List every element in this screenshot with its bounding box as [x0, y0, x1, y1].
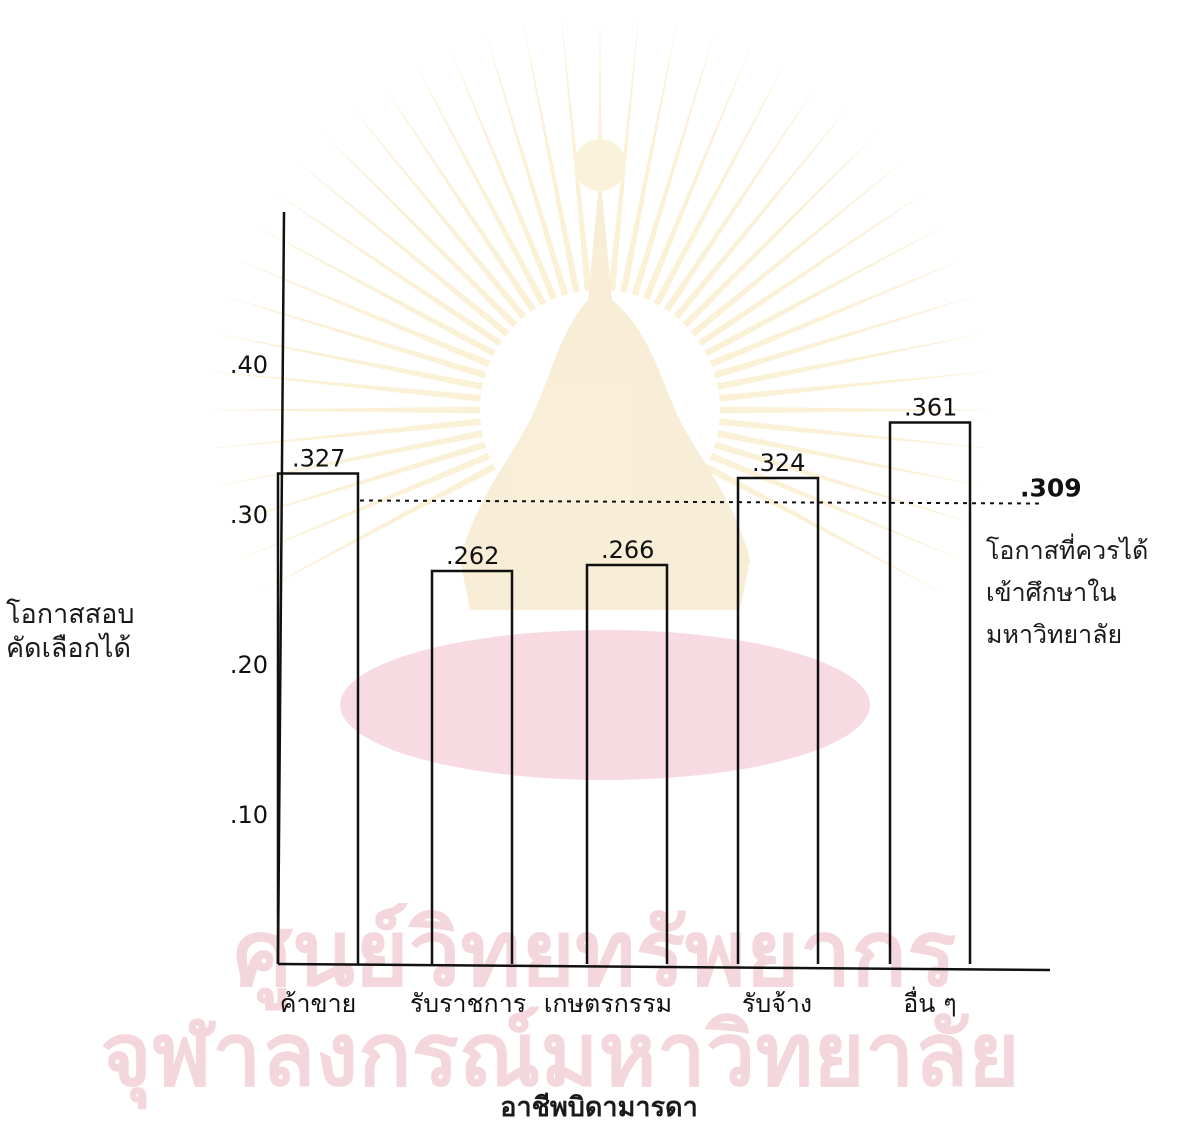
value-label-5: .361: [904, 394, 957, 422]
emblem-ray: [267, 187, 503, 347]
emblem-base-ellipse: [340, 630, 870, 780]
emblem-ray: [217, 441, 487, 527]
emblem-ray: [682, 127, 883, 328]
emblem-ray: [713, 293, 983, 379]
emblem-ray: [716, 331, 993, 390]
emblem-ray: [709, 256, 970, 368]
emblem-ray: [719, 370, 999, 402]
y-tick-label-3: .30: [230, 501, 268, 529]
y-tick-label-2: .20: [230, 651, 268, 679]
emblem-ray: [560, 11, 592, 291]
emblem-ray: [663, 77, 823, 313]
x-category-label-1: ค้าขาย: [280, 989, 357, 1018]
bar-4: [736, 476, 820, 964]
value-label-2: .262: [446, 542, 499, 570]
value-label-1: .327: [292, 445, 345, 473]
emblem-ray: [719, 406, 1000, 414]
emblem-ray: [247, 221, 496, 357]
emblem-ray: [200, 406, 481, 414]
x-category-label-4: รับจ้าง: [742, 989, 812, 1018]
y-tick-label-4: .40: [230, 351, 268, 379]
emblem-ray: [290, 156, 510, 337]
y-axis-label: โอกาสสอบ คัดเลือกได้: [6, 598, 135, 666]
emblem-ray: [719, 418, 999, 450]
emblem-ray: [608, 11, 640, 291]
emblem-ray: [207, 430, 484, 489]
y-ticks-group: .10 .20 .30 .40: [230, 351, 268, 829]
watermark-text-line-2: จุฬาลงกรณ์มหาวิทยาลัย: [100, 1003, 1020, 1110]
emblem-top-orb: [574, 139, 626, 191]
value-label-3: .266: [601, 536, 654, 564]
emblem-ray: [620, 17, 679, 294]
reference-line-label: .309: [1020, 474, 1082, 503]
reference-note-line-2: เข้าศึกษาใน: [986, 578, 1117, 607]
emblem-ray: [217, 293, 487, 379]
emblem-ray: [230, 256, 491, 368]
x-axis: [277, 962, 1051, 972]
x-axis-label: อาชีพบิดามารดา: [500, 1092, 698, 1123]
bar-5: [888, 421, 972, 964]
emblem-rays: [200, 10, 1000, 599]
y-axis-label-line-1: โอกาสสอบ: [6, 599, 135, 630]
emblem-ray: [483, 27, 569, 297]
watermark-text: ศูนย์วิทยทรัพยากร จุฬาลงกรณ์มหาวิทยาลัย: [100, 900, 1020, 1110]
bar-3: [585, 563, 669, 964]
emblem-ray: [201, 370, 481, 402]
emblem-ray: [697, 187, 933, 347]
emblem-ray: [317, 127, 518, 328]
x-category-label-3: เกษตรกรรม: [544, 989, 672, 1018]
emblem-ray: [377, 77, 537, 313]
emblem-ray: [653, 57, 789, 306]
emblem-ray: [230, 452, 491, 564]
x-category-label-5: อื่น ๆ: [903, 986, 956, 1018]
emblem-ray: [690, 156, 910, 337]
bar-1: [276, 472, 360, 964]
reference-line-note: โอกาสที่ควรได้ เข้าศึกษาใน มหาวิทยาลัย: [986, 530, 1148, 656]
x-category-label-2: รับราชการ: [410, 989, 526, 1018]
emblem-ray: [631, 27, 717, 297]
emblem-ray: [446, 40, 558, 301]
emblem-ray: [207, 331, 484, 390]
y-tick-label-1: .10: [230, 801, 268, 829]
emblem-ray: [713, 441, 983, 527]
y-axis-label-line-2: คัดเลือกได้: [6, 633, 132, 664]
reference-note-line-3: มหาวิทยาลัย: [986, 620, 1123, 649]
watermark-text-line-1: ศูนย์วิทยทรัพยากร: [234, 900, 957, 1011]
emblem-ray: [642, 40, 754, 301]
emblem-ray: [201, 418, 481, 450]
emblem-ray: [709, 452, 970, 564]
reference-note-line-1: โอกาสที่ควรได้: [986, 536, 1149, 565]
value-labels-group: .327 .262 .266 .324 .361: [292, 394, 957, 571]
emblem-ray: [596, 10, 604, 291]
value-label-4: .324: [752, 449, 805, 477]
university-emblem-watermark: ศูนย์วิทยทรัพยากร จุฬาลงกรณ์มหาวิทยาลัย: [100, 10, 1020, 1110]
bar-2: [430, 569, 514, 964]
emblem-ray: [673, 100, 854, 320]
emblem-ray: [521, 17, 580, 294]
emblem-ray: [411, 57, 547, 306]
emblem-ray: [247, 463, 496, 599]
emblem-ray: [704, 221, 953, 357]
emblem-ray: [716, 430, 993, 489]
x-ticks-group: ค้าขาย รับราชการ เกษตรกรรม รับจ้าง อื่น ๆ: [280, 986, 957, 1018]
bars-group: [276, 421, 972, 964]
emblem-ray: [346, 100, 527, 320]
